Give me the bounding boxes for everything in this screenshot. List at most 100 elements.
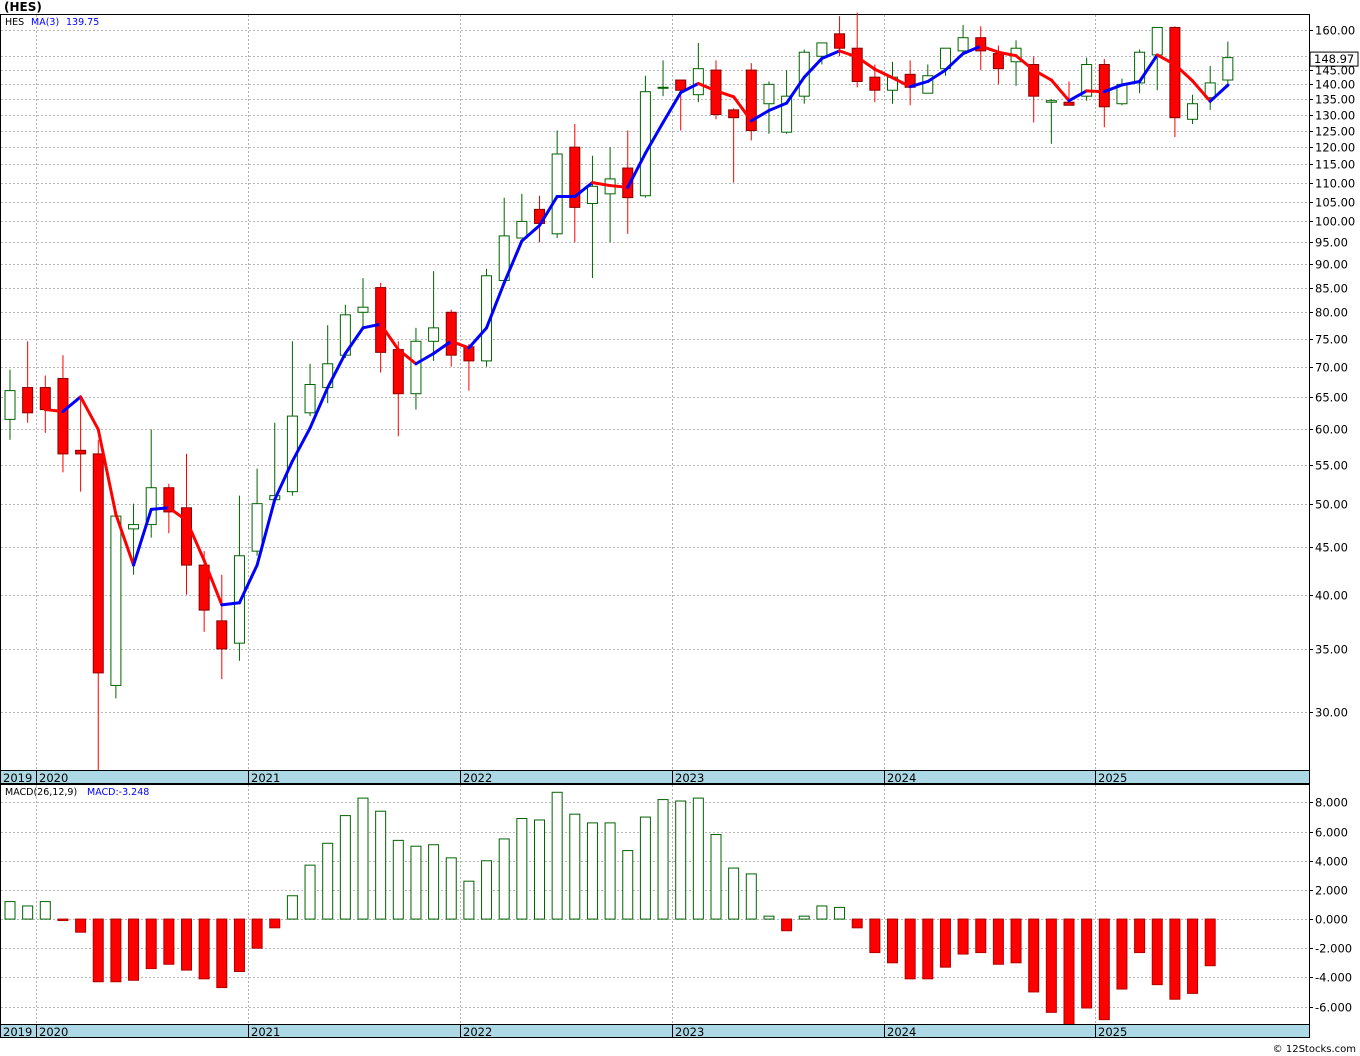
macd-bar: [92, 918, 104, 983]
candle: [1045, 99, 1057, 144]
candle: [1028, 56, 1040, 123]
candle: [1187, 94, 1199, 125]
candle: [375, 282, 387, 373]
macd-bar: [834, 906, 846, 920]
price-y-axis: 30.00 35.00 40.00 45.00 50.00 55.00 60.00 65.00…: [1309, 24, 1355, 720]
candle: [110, 511, 122, 699]
candle: [692, 42, 704, 103]
candle-body: [39, 387, 51, 411]
candle: [1081, 57, 1093, 101]
price-tick-label: 110.00: [1315, 177, 1355, 191]
ma-segment: [220, 601, 241, 607]
candle-body: [22, 387, 34, 414]
macd-bar: [728, 867, 740, 920]
candle-body: [834, 33, 846, 49]
macd-bar: [657, 799, 669, 920]
ma-segment: [679, 82, 700, 95]
ma-segment: [1014, 54, 1036, 72]
candle-body: [1187, 103, 1199, 120]
candle-body: [975, 37, 987, 52]
macd-bar: [922, 918, 934, 980]
candle-body: [781, 95, 793, 133]
year-label: 2021: [251, 771, 280, 785]
price-tick-label: 130.00: [1315, 109, 1355, 123]
macd-bar: [392, 839, 404, 920]
ma-segment: [1138, 53, 1159, 83]
ma-segment: [520, 223, 541, 243]
legend-ma-value: 139.75: [66, 17, 99, 28]
price-tick-label: 45.00: [1315, 541, 1348, 555]
macd-tick-label: 6.000: [1315, 826, 1348, 840]
year-labels-bottom: 2019 2020 2021 2022 2023 2024 2025: [3, 1025, 1127, 1039]
macd-panel: [0, 784, 1310, 1025]
ma-segment: [696, 82, 718, 93]
candle-body: [57, 377, 69, 455]
macd-histogram: [4, 791, 1216, 1026]
legend-ma-label: MA(3): [31, 17, 59, 28]
candle-body: [675, 79, 687, 91]
ma-segment: [820, 49, 842, 60]
ma-segment: [132, 507, 153, 567]
year-label: 2022: [463, 1025, 492, 1039]
ma-segment: [767, 101, 789, 113]
ma-segment: [255, 498, 277, 567]
macd-bar: [869, 918, 881, 954]
ma-segment: [943, 52, 965, 72]
candle: [304, 363, 316, 417]
price-tick-label: 85.00: [1315, 282, 1348, 296]
time-axis-band-bottom: [0, 1024, 1310, 1038]
macd-bar: [887, 918, 898, 964]
macd-bar: [904, 918, 916, 980]
candle-body: [410, 340, 422, 395]
ma-segment: [979, 44, 1000, 54]
candle-body: [1151, 26, 1163, 56]
candle-body: [992, 53, 1004, 70]
candle-body: [639, 91, 651, 197]
price-tick-label: 135.00: [1315, 93, 1355, 107]
ma-segment: [290, 426, 312, 463]
candle: [181, 453, 192, 595]
candle-body: [75, 449, 87, 455]
macd-bar: [692, 797, 704, 920]
ma-segment: [449, 339, 471, 350]
candle-body: [110, 515, 122, 686]
ma-segment: [1049, 78, 1071, 103]
candle: [357, 278, 369, 328]
ma-segment: [855, 55, 877, 71]
price-tick-label: 65.00: [1315, 391, 1348, 405]
macd-tick-label: 8.000: [1315, 796, 1348, 810]
candle-body: [1028, 64, 1040, 97]
year-label: 2024: [887, 771, 916, 785]
candle: [516, 193, 528, 239]
candle-body: [1204, 82, 1216, 99]
ma-segment: [908, 79, 930, 89]
ma-segment: [573, 181, 594, 199]
price-tick-label: 55.00: [1315, 459, 1348, 473]
ma-segment: [185, 518, 206, 562]
macd-bar: [251, 918, 263, 949]
candle: [251, 468, 263, 556]
macd-bar: [286, 895, 298, 920]
macd-bar: [604, 822, 616, 920]
macd-bar: [22, 905, 34, 920]
year-label: 2023: [675, 771, 704, 785]
price-tick-label: 90.00: [1315, 258, 1348, 272]
candle-body: [763, 83, 775, 105]
macd-bar: [198, 918, 210, 980]
macd-tick-label: 0.000: [1315, 913, 1348, 927]
candle: [657, 60, 669, 97]
year-label: 2024: [887, 1025, 916, 1039]
macd-bar: [957, 918, 969, 955]
price-tick-label: 100.00: [1315, 215, 1355, 229]
candle-body: [551, 153, 563, 235]
macd-tick-label: 4.000: [1315, 855, 1348, 869]
candle: [551, 130, 563, 239]
candle-body: [445, 311, 457, 356]
ma-segment: [485, 281, 506, 330]
candle-body: [128, 524, 140, 530]
price-tick-label: 105.00: [1315, 196, 1355, 210]
candle-body: [375, 287, 387, 353]
candle: [639, 75, 651, 198]
macd-bar: [622, 850, 634, 920]
